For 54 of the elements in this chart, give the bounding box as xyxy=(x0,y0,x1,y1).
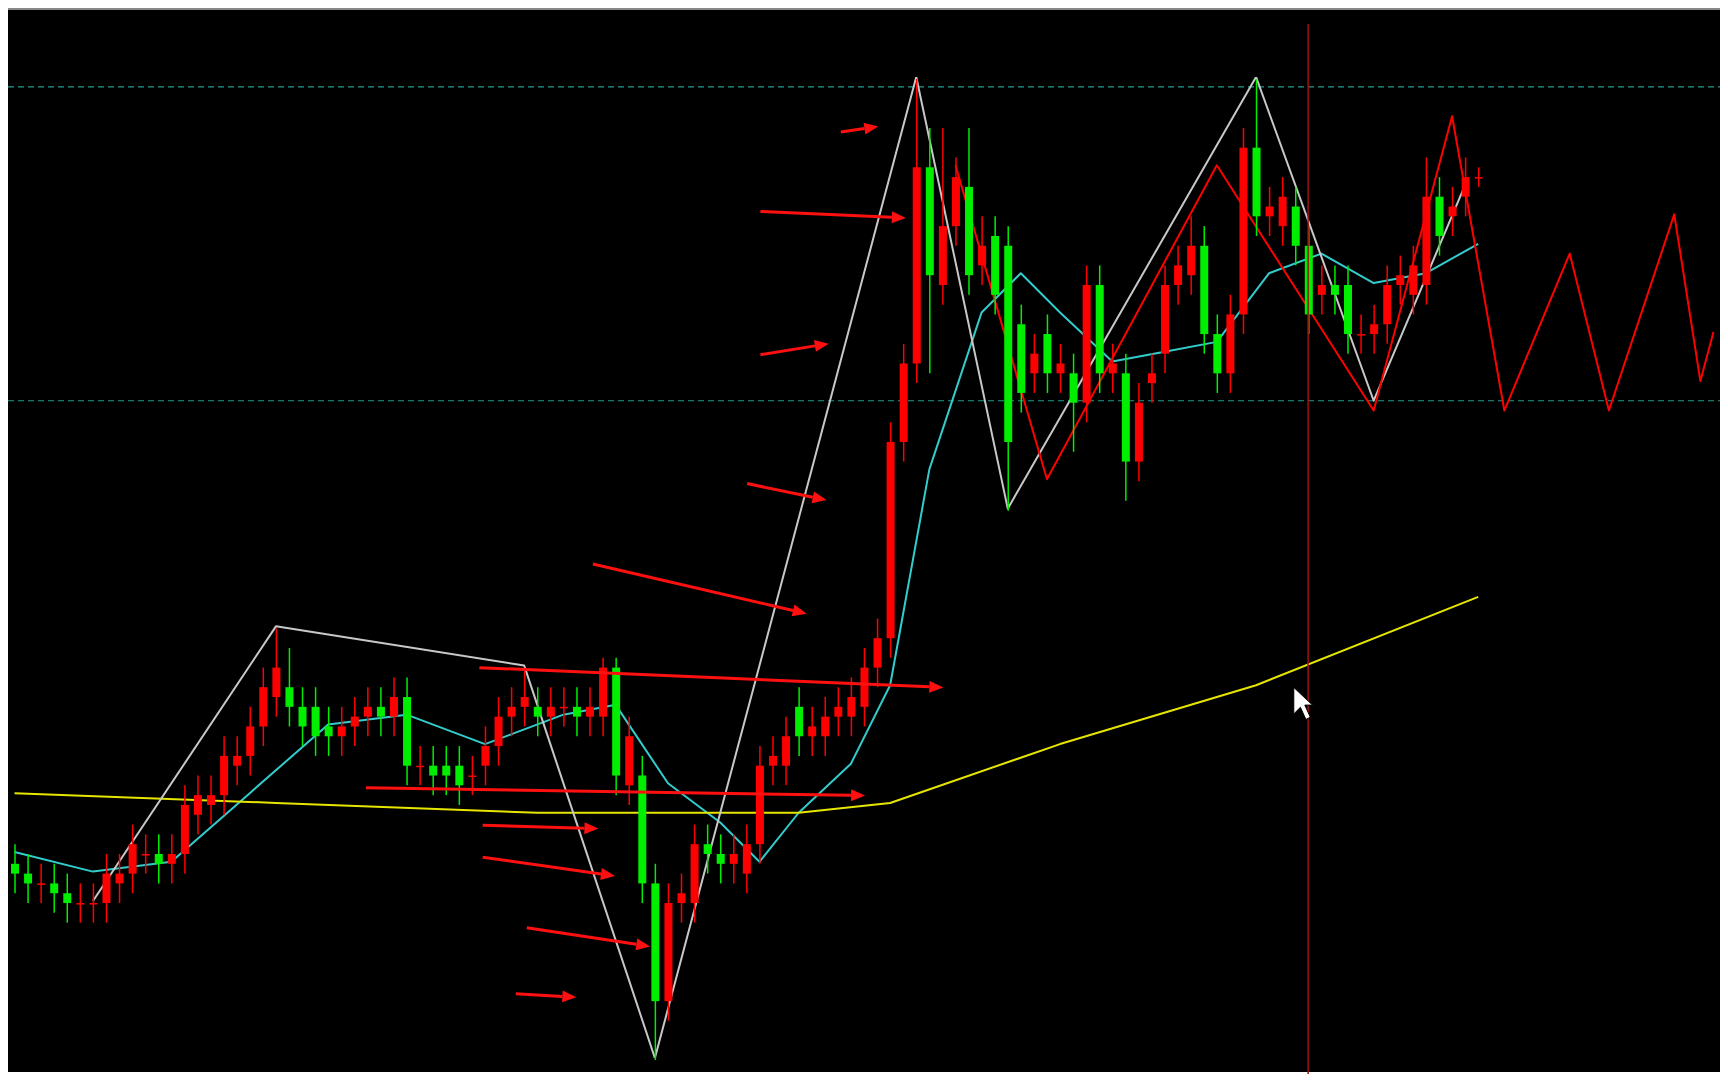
candlestick xyxy=(1030,333,1039,394)
candlestick xyxy=(847,676,856,738)
candlestick xyxy=(193,774,202,836)
candlestick xyxy=(1461,156,1470,218)
candlestick xyxy=(1056,343,1065,394)
candlestick xyxy=(978,215,987,286)
candlestick xyxy=(1474,166,1483,188)
candlestick xyxy=(324,706,333,757)
candlestick xyxy=(285,647,294,728)
candlestick xyxy=(572,686,581,738)
candlestick xyxy=(808,706,817,757)
candlestick xyxy=(11,843,19,894)
candlestick xyxy=(507,686,516,738)
candlestick xyxy=(546,686,555,738)
candlestick xyxy=(337,706,346,757)
candlestick xyxy=(429,745,438,796)
candlestick xyxy=(1357,313,1366,355)
candlestick xyxy=(1317,264,1326,316)
candlestick xyxy=(376,686,385,738)
candlestick xyxy=(115,853,124,904)
candlestick xyxy=(703,823,712,875)
candlestick xyxy=(167,833,176,885)
candlestick xyxy=(1448,186,1457,237)
candlestick xyxy=(455,745,464,806)
candlestick xyxy=(389,676,398,738)
candlestick xyxy=(442,745,451,796)
candlestick xyxy=(350,696,359,747)
candlestick xyxy=(233,735,242,787)
candlestick xyxy=(716,833,725,885)
candlestick xyxy=(1330,264,1339,316)
candlestick xyxy=(1396,254,1405,306)
candlestick xyxy=(821,696,830,757)
candlestick xyxy=(1108,343,1117,394)
candlestick xyxy=(1370,303,1379,355)
candlestick xyxy=(1174,245,1183,306)
candlestick xyxy=(834,686,843,738)
candlestick xyxy=(481,725,490,787)
candlestick xyxy=(24,853,33,904)
candlestick xyxy=(768,735,777,787)
candlestick xyxy=(363,686,372,738)
candlestick xyxy=(207,774,216,826)
candlestick xyxy=(1265,186,1274,237)
candlestick xyxy=(89,882,98,924)
candlestick xyxy=(586,686,595,738)
candlestick xyxy=(1147,352,1156,404)
candlestick xyxy=(37,863,46,904)
candlestick xyxy=(298,686,307,747)
candlestick xyxy=(154,833,163,885)
candlestick xyxy=(50,863,59,914)
candlestick xyxy=(677,872,686,924)
candlestick xyxy=(533,686,542,738)
candlestick xyxy=(729,833,738,885)
candlestick xyxy=(76,882,85,924)
candlestick xyxy=(63,872,72,924)
